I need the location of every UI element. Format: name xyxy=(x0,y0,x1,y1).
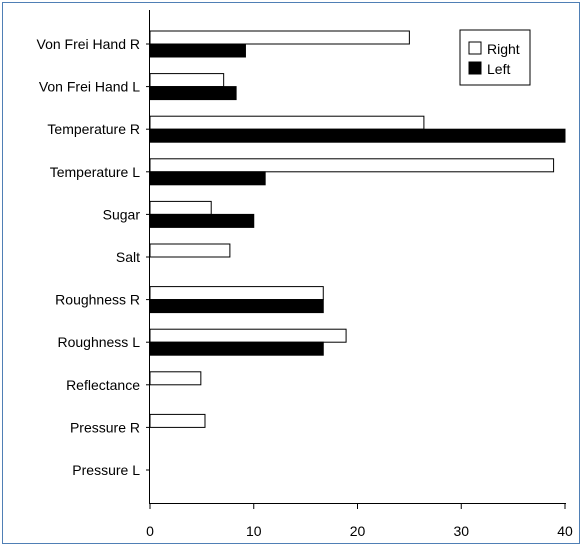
legend: Right Left xyxy=(459,29,531,86)
category-label: Von Frei Hand R xyxy=(37,36,141,52)
category-label: Sugar xyxy=(103,206,141,222)
bar-right xyxy=(149,413,206,428)
legend-swatch-right xyxy=(468,41,482,55)
bar-left xyxy=(149,299,324,314)
category-labels: Von Frei Hand R Von Frei Hand L Temperatur… xyxy=(37,36,141,478)
x-tick-label: 20 xyxy=(350,523,366,539)
bar-right xyxy=(149,158,555,173)
bar-left xyxy=(149,341,324,356)
bar-right xyxy=(149,73,225,88)
bar-right xyxy=(149,371,202,386)
category-label: Temperature L xyxy=(50,164,140,180)
chart-frame xyxy=(2,2,580,544)
bar-left xyxy=(149,43,246,58)
bar-right xyxy=(149,328,347,343)
legend-swatch-left xyxy=(468,61,482,75)
category-label: Reflectance xyxy=(66,377,140,393)
legend-label-left: Left xyxy=(487,61,510,77)
bar-right xyxy=(149,115,425,130)
bar-right xyxy=(149,286,324,301)
bar-left xyxy=(149,171,266,186)
x-tick-label: 10 xyxy=(246,523,262,539)
x-tick-label: 40 xyxy=(557,523,573,539)
x-tick-label: 0 xyxy=(146,523,154,539)
bar-right xyxy=(149,243,231,258)
bar-right xyxy=(149,200,212,215)
bar-right xyxy=(149,30,410,45)
category-label: Pressure R xyxy=(70,419,140,435)
bars xyxy=(146,30,566,471)
bar-left xyxy=(149,213,255,228)
category-label: Salt xyxy=(116,249,140,265)
category-label: Roughness R xyxy=(55,292,140,308)
bar-left xyxy=(149,86,237,101)
legend-box xyxy=(459,29,531,86)
category-label: Von Frei Hand L xyxy=(39,79,140,95)
bar-left xyxy=(149,128,566,143)
category-label: Temperature R xyxy=(47,121,140,137)
legend-label-right: Right xyxy=(487,41,520,57)
category-label: Roughness L xyxy=(57,334,140,350)
x-tick-label: 30 xyxy=(453,523,469,539)
x-ticks: 0 10 20 30 40 xyxy=(146,503,573,539)
category-label: Pressure L xyxy=(72,462,140,478)
